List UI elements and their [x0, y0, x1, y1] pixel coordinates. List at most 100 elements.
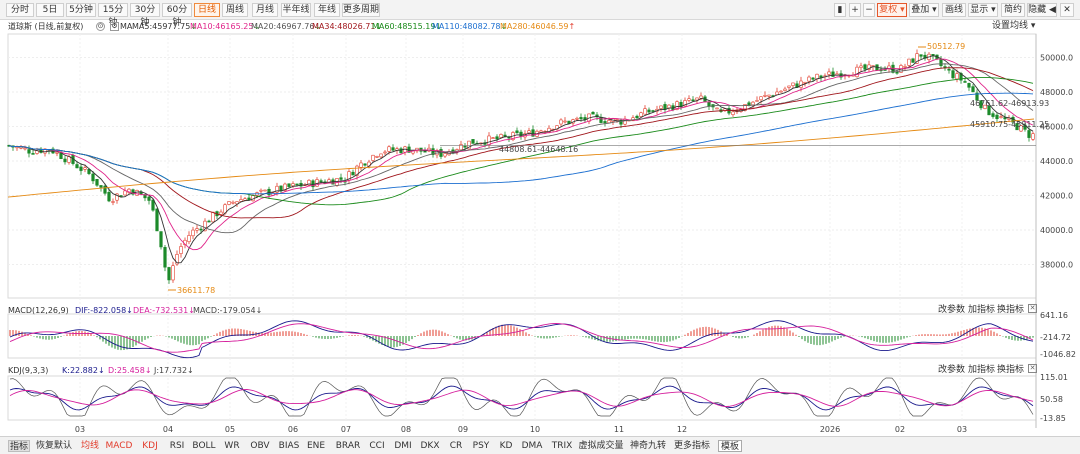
toolbar-button[interactable]: 复权 ▾ [877, 3, 907, 17]
candle-body [619, 119, 623, 125]
indicator-tab[interactable]: PSY [472, 441, 490, 451]
period-tab[interactable]: 日线 [194, 3, 220, 17]
macd-change-params-button[interactable]: 改参数 [938, 305, 966, 315]
toolbar-button[interactable]: 画线 [942, 3, 966, 17]
kdj-change-params-button[interactable]: 改参数 [938, 365, 966, 375]
indicator-tab[interactable]: 神奇九转 [629, 441, 666, 451]
candle-body [195, 228, 199, 231]
period-tab[interactable]: 更多周期 [342, 3, 380, 17]
period-tab[interactable]: 5日 [36, 3, 64, 17]
range-label: 44808.61-44648.16 [499, 145, 578, 154]
period-tab[interactable]: 30分钟 [130, 3, 160, 28]
candle-body [971, 86, 975, 93]
indicator-tab[interactable]: OBV [250, 441, 270, 451]
indicator-tab[interactable]: CR [449, 441, 463, 451]
time-tick-label: 2026 [820, 425, 840, 434]
macd-switch-indicator-button[interactable]: 换指标 [997, 305, 1025, 315]
toolbar-button[interactable]: − [863, 3, 875, 17]
toolbar-button[interactable]: 显示 ▾ [968, 3, 998, 17]
info-icon[interactable]: ⊙ [96, 22, 105, 31]
candle-body [287, 183, 291, 187]
indicator-tab[interactable]: MACD [105, 441, 133, 451]
candle-body [463, 145, 467, 148]
candle-body [91, 173, 95, 182]
candle-body [379, 153, 383, 158]
indicator-tab[interactable]: 恢复默认 [36, 441, 73, 451]
time-tick-label: 06 [288, 425, 298, 434]
settings-icon[interactable]: ⚙ [110, 22, 119, 31]
candle-body [355, 165, 359, 176]
candle-body [659, 105, 663, 109]
candle-body [915, 53, 919, 64]
price-tick-label: 44000.0 [1040, 157, 1073, 166]
indicator-tab[interactable]: 模板 [718, 440, 742, 452]
indicator-tab[interactable]: BIAS [278, 441, 300, 451]
indicator-tab[interactable]: 更多指标 [673, 441, 710, 451]
toolbar-button[interactable]: 叠加 ▾ [909, 3, 939, 17]
indicator-tab[interactable]: WR [224, 441, 240, 451]
candle-body [919, 54, 923, 57]
indicator-tab[interactable]: DMI [394, 441, 412, 451]
period-tab[interactable]: 15分钟 [98, 3, 128, 28]
period-tab[interactable]: 分时 [6, 3, 34, 17]
indicator-tab[interactable]: RSI [169, 441, 185, 451]
ma-label: MA [120, 22, 133, 31]
candle-body [595, 114, 599, 117]
period-tab[interactable]: 年线 [314, 3, 340, 17]
time-tick-label: 03 [957, 425, 967, 434]
kdj-switch-indicator-button[interactable]: 换指标 [997, 365, 1025, 375]
indicator-tab[interactable]: 均线 [80, 441, 99, 451]
indicator-tab[interactable]: KD [499, 441, 513, 451]
kdj-add-indicator-button[interactable]: 加指标 [968, 365, 996, 375]
macd-legend: MACD(12,26,9) DIF:-822.058↓ DEA:-732.531… [0, 304, 1080, 317]
ma-settings-button[interactable]: 设置均线 ▾ [992, 21, 1036, 31]
candle-body [531, 129, 535, 137]
macd-value: MACD:-179.054↓ [193, 306, 263, 315]
kdj-label: KDJ(9,3,3) [8, 366, 49, 375]
toolbar-button[interactable]: 简约 [1001, 3, 1025, 17]
macd-add-indicator-button[interactable]: 加指标 [968, 305, 996, 315]
period-tab[interactable]: 半年线 [281, 3, 311, 17]
toolbar-button[interactable]: ▮ [834, 3, 846, 17]
candle-body [855, 66, 859, 78]
macd-axis-label: -1046.82 [1040, 350, 1076, 359]
candle-body [199, 228, 203, 231]
candle-body [859, 65, 863, 68]
ma-value: MA60:48515.19↓ [372, 22, 443, 31]
candle-body [995, 114, 999, 120]
macd-close-icon[interactable]: ✕ [1028, 304, 1037, 313]
candle-body [675, 101, 679, 110]
period-tab[interactable]: 周线 [222, 3, 248, 17]
toolbar-button[interactable]: + [849, 3, 861, 17]
indicator-tab[interactable]: BOLL [192, 441, 216, 451]
candle-body [691, 99, 695, 102]
candle-body [515, 130, 519, 134]
candle-body [263, 189, 267, 192]
indicator-tab[interactable]: 指标 [8, 440, 30, 452]
macd-dea: DEA:-732.531↓ [133, 306, 195, 315]
toolbar-button[interactable]: 隐藏 ◀ [1027, 3, 1057, 17]
candle-body [895, 71, 899, 74]
period-tab[interactable]: 月线 [252, 3, 278, 17]
indicator-tab[interactable]: 虚拟成交量 [578, 441, 624, 451]
indicator-tab[interactable]: BRAR [335, 441, 361, 451]
indicator-tab[interactable]: DKX [420, 441, 440, 451]
candle-body [791, 82, 795, 86]
candle-body [467, 140, 471, 150]
indicator-tab[interactable]: TRIX [551, 441, 573, 451]
indicator-tab[interactable]: DMA [521, 441, 543, 451]
indicator-tab[interactable]: ENE [306, 441, 326, 451]
candle-body [99, 185, 103, 188]
candle-body [863, 64, 867, 70]
indicator-tab[interactable]: KDJ [142, 441, 158, 451]
period-tab[interactable]: 5分钟 [66, 3, 96, 17]
candle-body [647, 109, 651, 113]
price-chart[interactable]: 50000.0 48000.0 46000.0 44000.0 42000.0 40000… [0, 0, 1080, 436]
period-tab[interactable]: 60分钟 [162, 3, 192, 28]
candle-body [643, 108, 647, 115]
kdj-close-icon[interactable]: ✕ [1028, 364, 1037, 373]
kdj-k: K:22.882↓ [62, 366, 105, 375]
indicator-tab[interactable]: CCI [369, 441, 385, 451]
toolbar-button[interactable]: ✕ [1060, 3, 1074, 17]
